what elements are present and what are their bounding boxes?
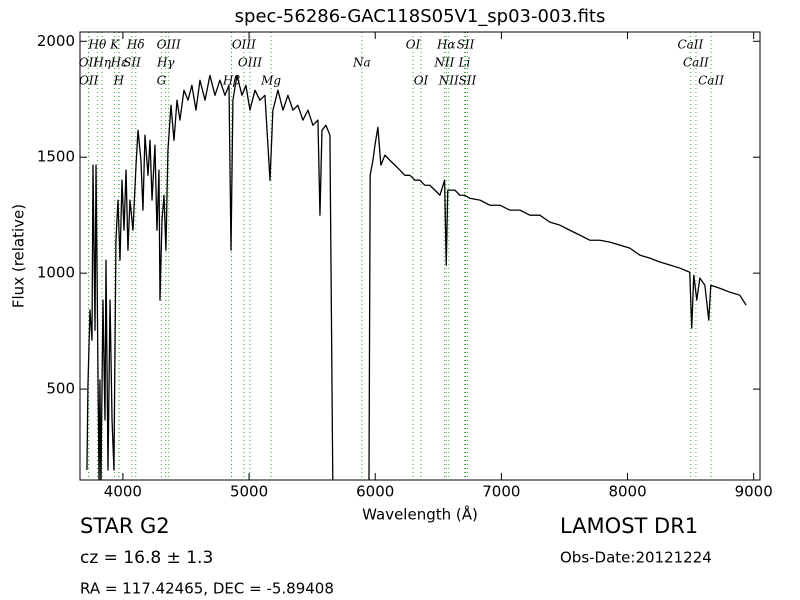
y-tick-label: 500 bbox=[46, 380, 75, 398]
spectral-line-label: OII bbox=[79, 74, 99, 88]
redshift: cz = 16.8 ± 1.3 bbox=[80, 548, 213, 568]
spectral-line-label: Hα bbox=[436, 38, 456, 52]
spectral-line-label: H bbox=[113, 74, 125, 88]
subclass: G2 bbox=[140, 514, 170, 538]
spectral-line-label: SII bbox=[123, 56, 141, 70]
survey: LAMOST DR1 bbox=[560, 514, 698, 538]
spectral-line-label: NII bbox=[438, 74, 459, 88]
spectral-line-label: K bbox=[109, 38, 120, 52]
y-axis-label: Flux (relative) bbox=[10, 204, 28, 308]
spectral-line-label: Hη bbox=[92, 56, 111, 70]
chart-title: spec-56286-GAC118S05V1_sp03-003.fits bbox=[235, 6, 606, 27]
spectral-line-label: OIII bbox=[238, 56, 262, 70]
spectral-line-label: SII bbox=[457, 38, 475, 52]
x-axis-label: Wavelength (Å) bbox=[362, 505, 478, 524]
spectral-line-label: Hθ bbox=[88, 38, 107, 52]
spectral-line-label: Mg bbox=[260, 74, 281, 88]
spectral-line-label: CaII bbox=[698, 74, 724, 88]
spectral-line-label: OIII bbox=[232, 38, 256, 52]
spectral-line-label: Hγ bbox=[156, 56, 175, 70]
x-tick-label: 7000 bbox=[482, 483, 520, 501]
plot-frame bbox=[79, 31, 761, 481]
spectral-line-label: OIII bbox=[157, 38, 181, 52]
spectrum-line bbox=[86, 74, 747, 480]
x-tick-label: 8000 bbox=[608, 483, 646, 501]
spectral-line-label: Hβ bbox=[222, 74, 240, 88]
x-tick-label: 5000 bbox=[230, 483, 268, 501]
y-tick-label: 1500 bbox=[37, 148, 75, 166]
y-tick-label: 1000 bbox=[37, 264, 75, 282]
spectral-line-label: OII bbox=[79, 56, 99, 70]
x-tick-label: 9000 bbox=[735, 483, 773, 501]
x-tick-label: 6000 bbox=[356, 483, 394, 501]
spectral-line-label: Hε bbox=[110, 56, 128, 70]
object-class: STAR bbox=[80, 514, 133, 538]
spectral-line-label: NII bbox=[433, 56, 454, 70]
plot-area bbox=[86, 32, 747, 480]
spectral-line-label: Na bbox=[352, 56, 371, 70]
y-tick-label: 2000 bbox=[37, 32, 75, 50]
spectral-line-label: G bbox=[157, 74, 167, 88]
spectral-line-label: CaII bbox=[677, 38, 703, 52]
spectral-line-label: OI bbox=[406, 38, 421, 52]
spectral-line-label: Hδ bbox=[126, 38, 145, 52]
spectral-line-label: Li bbox=[458, 56, 471, 70]
obs-date: Obs-Date:20121224 bbox=[560, 549, 712, 567]
spectral-line-label: SII bbox=[459, 74, 477, 88]
x-tick-label: 4000 bbox=[104, 483, 142, 501]
spectral-line-label: CaII bbox=[683, 56, 709, 70]
spectral-line-label: OI bbox=[414, 74, 429, 88]
coordinates: RA = 117.42465, DEC = -5.89408 bbox=[80, 580, 334, 598]
